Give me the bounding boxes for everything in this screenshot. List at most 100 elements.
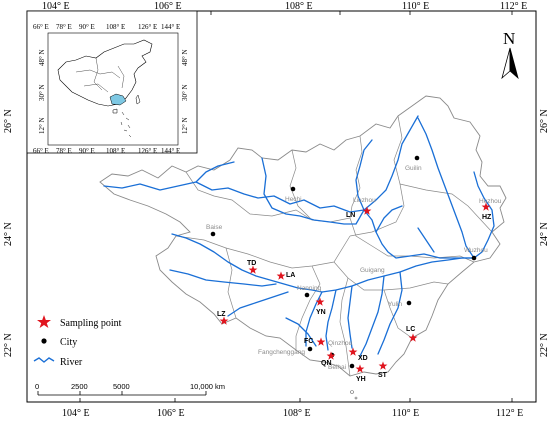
city-dot [349,363,355,369]
city-label: Guigang [360,267,385,274]
rivers [103,115,495,357]
legend: Sampling point City River [33,315,122,368]
legend-label: Sampling point [60,318,122,329]
svg-text:144° E: 144° E [161,147,180,155]
city-dot [307,346,313,352]
lon-label: 110° E [402,1,429,12]
lon-label: 112° E [496,408,523,419]
svg-text:126° E: 126° E [138,23,157,31]
city-labels: Hechi Liuzhou Guilin Hezhou Baise Nannin… [206,165,502,371]
lat-label: 22° N [3,333,14,357]
svg-text:66° E: 66° E [33,147,49,155]
svg-text:78° E: 78° E [56,23,72,31]
lon-label: 110° E [392,408,419,419]
city-label: Beihai [328,364,346,371]
site-label: HZ [482,214,492,221]
site-label: LC [406,326,415,333]
sampling-star-icon [316,337,326,346]
sampling-star-icon [362,206,372,215]
islands [350,390,358,400]
site-label: FC [304,338,313,345]
sampling-star-icon [248,265,258,274]
sampling-labels: LN HZ TD LA YN LZ FC QN XD YH ST LC [217,212,492,383]
scale-label: 5000 [113,382,130,391]
site-label: YN [316,309,326,316]
legend-dot-icon [41,338,47,344]
bottom-longitude-axis: 104° E 106° E 108° E 110° E 112° E [62,398,523,419]
lat-label: 22° N [539,333,550,357]
lat-label: 24° N [539,222,550,246]
sampling-star-icon [276,271,286,280]
lon-label: 104° E [62,408,90,419]
scale-label: 2500 [71,382,88,391]
site-label: YH [356,376,366,383]
sampling-star-icon [219,316,229,325]
site-label: XD [358,355,368,362]
scale-label: 0 [35,382,39,391]
legend-river-icon [33,357,55,363]
legend-label: River [60,357,83,368]
site-label: LZ [217,311,226,318]
svg-text:126° E: 126° E [138,147,157,155]
site-label: QN [321,360,332,367]
city-points [210,155,477,369]
lon-label: 106° E [154,1,182,12]
city-label: Nanning [297,285,322,292]
city-label: Liuzhou [353,197,376,204]
sampling-star-icon [326,351,336,360]
left-latitude-axis: 26° N 24° N 22° N [3,109,14,357]
svg-text:48° N: 48° N [181,49,189,66]
svg-text:30° N: 30° N [38,84,46,101]
legend-label: City [60,337,77,348]
svg-text:78° E: 78° E [56,147,72,155]
svg-text:48° N: 48° N [38,49,46,66]
lat-label: 26° N [539,109,550,133]
scale-bar: 0 2500 5000 10,000 km [35,382,225,396]
city-label: Yulin [388,301,402,308]
sampling-star-icon [315,297,325,306]
lon-label: 108° E [283,408,311,419]
site-label: ST [378,372,388,379]
guangxi-boundary [99,95,507,377]
svg-text:108° E: 108° E [106,23,125,31]
city-label: Qinzhou [328,340,353,347]
sampling-star-icon [408,333,418,342]
sampling-star-icon [355,364,365,373]
scale-label: 10,000 km [190,382,225,391]
lon-label: 108° E [285,1,313,12]
city-dot [471,255,477,261]
north-arrow: N [501,29,519,80]
svg-text:12° N: 12° N [38,117,46,134]
svg-text:30° N: 30° N [181,84,189,101]
city-label: Hechi [285,196,302,203]
lat-label: 24° N [3,222,14,246]
right-latitude-axis: 26° N 24° N 22° N [539,109,550,357]
svg-text:108° E: 108° E [106,147,125,155]
sampling-star-icon [378,361,388,370]
city-dot [304,292,310,298]
lon-label: 104° E [42,1,70,12]
city-dot [414,155,420,161]
site-label: TD [247,260,256,267]
city-dot [210,231,216,237]
city-label: Wuzhou [464,247,488,254]
svg-text:66° E: 66° E [33,23,49,31]
sampling-points [219,202,491,373]
city-dot [406,300,412,306]
svg-text:144° E: 144° E [161,23,180,31]
site-label: LN [346,212,355,219]
guangxi-highlight [109,93,127,106]
svg-text:12° N: 12° N [181,117,189,134]
map-frame [26,10,537,403]
lon-label: 112° E [500,1,527,12]
sampling-star-icon [481,202,491,211]
city-label: Hezhou [479,198,502,205]
city-label: Guilin [405,165,422,172]
sampling-star-icon [348,347,358,356]
city-label: Fangchenggang [258,349,305,356]
lat-label: 26° N [3,109,14,133]
city-label: Baise [206,224,223,231]
svg-text:90° E: 90° E [79,147,95,155]
site-label: LA [286,272,295,279]
